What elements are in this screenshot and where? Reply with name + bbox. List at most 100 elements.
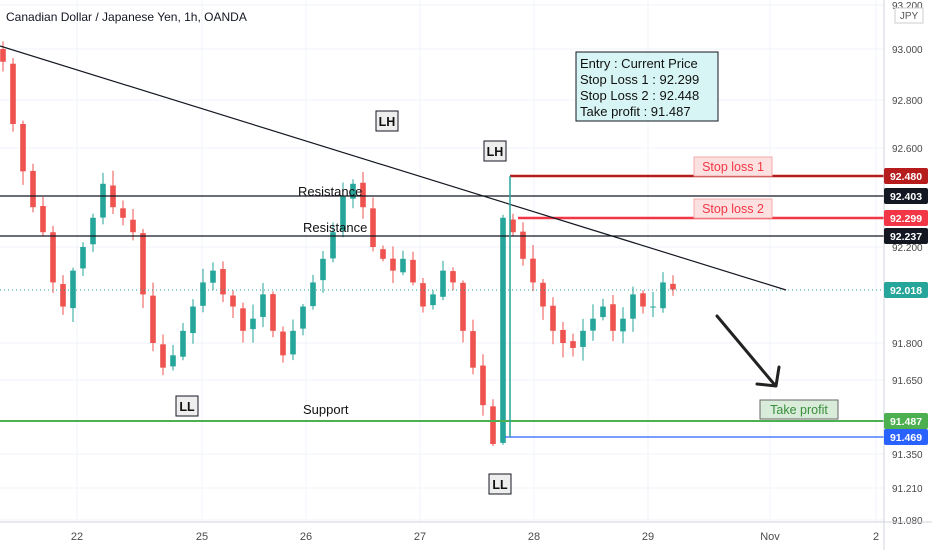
candle-body <box>100 183 106 218</box>
candle-body <box>320 258 326 281</box>
candle-body <box>250 318 256 330</box>
candle-body <box>570 341 576 348</box>
y-tick-label: 91.800 <box>892 339 923 350</box>
candle-body <box>80 247 86 269</box>
candle-body <box>200 282 206 306</box>
candle-body <box>170 355 176 367</box>
candle-body <box>130 219 136 233</box>
currency-badge <box>894 7 924 24</box>
take-profit-label-box <box>759 399 839 420</box>
candle-body <box>430 294 436 306</box>
candle-body <box>410 259 416 283</box>
price-tag <box>884 210 928 226</box>
candle-body <box>270 294 276 331</box>
x-tick-label: 26 <box>300 531 312 543</box>
x-tick-label: 22 <box>71 531 83 543</box>
candle-body <box>450 271 456 283</box>
candle-body <box>230 295 236 307</box>
candle-body <box>20 123 26 172</box>
resistance-label: Resistance <box>298 184 362 199</box>
y-tick-label: 92.800 <box>892 96 923 107</box>
swing-label: LH <box>487 145 504 159</box>
candle-body <box>340 196 346 231</box>
x-tick-label: 27 <box>414 531 426 543</box>
candle-body <box>90 217 96 245</box>
candle-body <box>220 269 226 295</box>
candle-body <box>560 329 566 343</box>
candle-body <box>640 293 646 307</box>
candle-body <box>480 365 486 406</box>
candle-body <box>620 318 626 332</box>
price-tag-label: 91.487 <box>890 416 922 428</box>
candle-body <box>540 282 546 307</box>
candle-body <box>180 330 186 357</box>
candle-body <box>660 282 666 309</box>
candle-body <box>550 305 556 331</box>
candle-body <box>400 258 406 273</box>
candle-body <box>670 283 676 290</box>
price-tag-label: 92.018 <box>890 285 922 297</box>
currency-label: JPY <box>900 11 919 22</box>
y-tick-label: 91.350 <box>892 450 923 461</box>
info-box <box>575 51 719 122</box>
candle-body <box>300 306 306 329</box>
candle-body <box>120 208 126 218</box>
candle-body <box>310 282 316 307</box>
resistance-label: Resistance <box>303 220 367 235</box>
candle-body <box>330 232 336 259</box>
support-label: Support <box>303 402 349 417</box>
candle-body <box>140 233 146 295</box>
candle-body <box>610 304 616 331</box>
price-tag-label: 92.237 <box>890 231 922 243</box>
candle-body <box>520 231 526 259</box>
candle-body <box>290 330 296 355</box>
take-profit-label: Take profit <box>770 403 828 417</box>
candle-body <box>10 63 16 124</box>
candles-layer <box>0 41 676 446</box>
price-tag <box>884 228 928 244</box>
candle-body <box>500 217 506 443</box>
info-box-line: Take profit : 91.487 <box>580 104 691 119</box>
x-tick-label: 25 <box>196 531 208 543</box>
x-tick-label: Nov <box>760 531 780 543</box>
candle-body <box>470 331 476 368</box>
stop-loss-1-label-box <box>693 156 773 177</box>
candle-body <box>160 344 166 368</box>
candle-body <box>460 282 466 331</box>
price-tag-label: 92.299 <box>890 213 922 225</box>
candle-body <box>490 406 496 444</box>
candle-body <box>580 330 586 347</box>
descending-trendline <box>0 45 787 291</box>
candle-body <box>650 306 656 308</box>
candle-body <box>30 170 36 208</box>
candle-body <box>210 270 216 283</box>
candle-body <box>370 208 376 247</box>
candle-body <box>590 318 596 331</box>
down-arrow-shaft <box>715 314 776 386</box>
swing-label-box <box>175 395 199 417</box>
chart-title: Canadian Dollar / Japanese Yen, 1h, OAND… <box>6 10 247 24</box>
swing-label-box <box>483 140 507 162</box>
stop-loss-2-label: Stop loss 2 <box>702 202 764 216</box>
y-tick-label: 93.200 <box>892 1 923 12</box>
candle-body <box>260 294 266 317</box>
swing-label: LH <box>379 115 396 129</box>
info-box-line: Entry : Current Price <box>580 56 698 71</box>
candle-body <box>380 249 386 259</box>
candle-body <box>360 182 366 208</box>
price-tag-label: 91.469 <box>890 432 922 444</box>
candle-body <box>630 294 636 319</box>
candle-body <box>150 295 156 343</box>
x-tick-label: 28 <box>528 531 540 543</box>
y-tick-label: 92.200 <box>892 243 923 254</box>
x-tick-label: 2 <box>873 531 879 543</box>
candle-body <box>350 183 356 199</box>
candle-body <box>280 331 286 356</box>
info-box-line: Stop Loss 2 : 92.448 <box>580 88 699 103</box>
price-tag <box>884 282 928 298</box>
candle-body <box>420 283 426 307</box>
stop-loss-2-label-box <box>693 198 773 219</box>
candle-body <box>40 206 46 233</box>
